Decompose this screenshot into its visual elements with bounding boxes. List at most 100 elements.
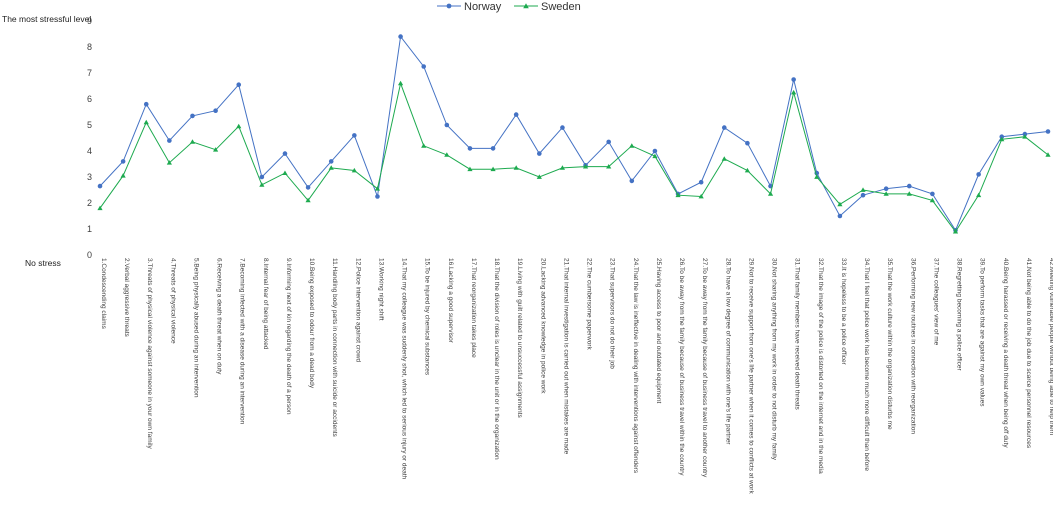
x-tick-label: 30.Not sharing anything from my work in … bbox=[771, 258, 778, 461]
data-point-sweden bbox=[490, 166, 496, 172]
x-tick-label: 35.That the work culture within the orga… bbox=[886, 258, 893, 430]
data-point-sweden bbox=[952, 229, 959, 234]
data-point-sweden bbox=[189, 139, 196, 144]
data-point-sweden bbox=[698, 193, 704, 199]
series-norway bbox=[97, 34, 1051, 233]
x-tick-label: 9.Informing next of kin regarding the de… bbox=[285, 258, 292, 415]
data-point-sweden bbox=[606, 164, 612, 169]
series-line-sweden bbox=[99, 81, 1049, 233]
data-point-norway bbox=[167, 138, 172, 143]
x-tick-label: 14.That my colleague was suddenly shot, … bbox=[401, 258, 408, 480]
x-tick-label: 41.Not being able to do the job due to s… bbox=[1025, 258, 1032, 449]
data-point-norway bbox=[513, 112, 519, 117]
x-tick-label: 28.To have a low degree of communication… bbox=[724, 258, 731, 445]
data-point-sweden bbox=[744, 167, 751, 173]
y-bottom-label: No stress bbox=[25, 258, 61, 268]
data-point-norway bbox=[120, 159, 126, 164]
data-point-sweden bbox=[397, 80, 404, 86]
y-tick-label: 7 bbox=[87, 68, 92, 78]
data-point-norway bbox=[930, 191, 935, 197]
data-point-norway bbox=[352, 133, 357, 138]
x-tick-label: 39.To perform tasks that are against my … bbox=[979, 258, 986, 407]
x-tick-label: 24.That the law is ineffective in dealin… bbox=[632, 258, 639, 474]
data-point-sweden bbox=[652, 153, 658, 159]
data-point-norway bbox=[883, 186, 889, 191]
data-point-norway bbox=[698, 179, 704, 185]
data-point-sweden bbox=[421, 143, 427, 148]
y-tick-label: 6 bbox=[87, 94, 92, 104]
data-point-sweden bbox=[120, 173, 126, 178]
data-point-norway bbox=[721, 125, 727, 130]
data-point-sweden bbox=[1045, 152, 1051, 157]
data-point-norway bbox=[791, 77, 796, 82]
x-tick-label: 3.Threats of physical violence against s… bbox=[146, 258, 153, 450]
x-tick-label: 15.To be injured by chemical substances bbox=[424, 258, 431, 376]
data-point-norway bbox=[97, 183, 103, 189]
data-point-norway bbox=[213, 108, 218, 113]
x-tick-label: 29.Not to receive support from one's lif… bbox=[747, 258, 754, 494]
x-tick-label: 18.That the division of roles is unclear… bbox=[493, 258, 500, 460]
series-sweden bbox=[97, 80, 1051, 234]
data-point-norway bbox=[190, 113, 195, 119]
x-tick-label: 25.Having access to poor and outdated eq… bbox=[655, 258, 662, 403]
x-tick-label: 36.Performing new routines in connection… bbox=[909, 258, 916, 434]
x-tick-label: 17.That reorganization takes place bbox=[470, 258, 477, 358]
x-tick-label: 32.That the image of the police is disto… bbox=[817, 258, 824, 474]
data-point-sweden bbox=[906, 191, 912, 196]
data-point-norway bbox=[745, 140, 750, 146]
data-point-sweden bbox=[883, 191, 889, 196]
y-tick-label: 4 bbox=[87, 146, 92, 156]
legend-item-sweden[interactable]: Sweden bbox=[514, 1, 581, 13]
data-point-norway bbox=[652, 148, 658, 154]
data-point-sweden bbox=[467, 166, 473, 172]
x-tick-label: 42.Meeting vulnerable people without bei… bbox=[1048, 258, 1053, 435]
data-point-sweden bbox=[536, 174, 542, 179]
data-point-sweden bbox=[929, 197, 935, 203]
data-point-sweden bbox=[791, 89, 797, 95]
legend-item-norway[interactable]: Norway bbox=[437, 1, 502, 13]
y-tick-label: 0 bbox=[87, 250, 92, 260]
data-point-norway bbox=[398, 34, 403, 39]
x-tick-label: 8.Internal fear of being attacked bbox=[262, 258, 269, 350]
data-point-norway bbox=[328, 159, 334, 164]
data-point-sweden bbox=[259, 182, 265, 187]
data-point-sweden bbox=[559, 165, 566, 170]
data-point-norway bbox=[282, 151, 288, 156]
x-tick-label: 21.That internal investigation is carrie… bbox=[562, 258, 569, 455]
data-point-sweden bbox=[629, 143, 635, 148]
data-point-norway bbox=[906, 183, 912, 189]
data-point-norway bbox=[236, 82, 242, 87]
x-tick-label: 5.Being physically abused during an inte… bbox=[192, 258, 199, 398]
data-point-norway bbox=[537, 151, 542, 156]
x-tick-label: 31.That family members have received dea… bbox=[794, 258, 801, 410]
data-point-norway bbox=[606, 139, 611, 145]
y-tick-label: 8 bbox=[87, 42, 92, 52]
data-point-sweden bbox=[513, 165, 519, 170]
x-tick-label: 37.The colleagues' view of me bbox=[932, 258, 939, 346]
data-point-norway bbox=[837, 213, 843, 219]
x-tick-label: 2.Verbal aggressive threats bbox=[123, 258, 130, 338]
x-tick-label: 22.The cumbersome paperwork bbox=[586, 258, 593, 351]
data-point-sweden bbox=[143, 119, 149, 125]
data-point-norway bbox=[305, 185, 311, 190]
data-point-sweden bbox=[236, 123, 242, 129]
data-point-sweden bbox=[97, 205, 103, 211]
x-tick-label: 10.Being exposed to odour from a dead bo… bbox=[308, 258, 315, 389]
y-tick-label: 9 bbox=[87, 16, 92, 26]
x-tick-label: 40.Being harassed or receiving a death t… bbox=[1002, 258, 1009, 448]
data-point-norway bbox=[259, 174, 265, 180]
x-tick-label: 38.Regretting becoming a police officer bbox=[956, 258, 963, 371]
data-point-norway bbox=[467, 146, 473, 151]
x-tick-label: 19.Living with guilt related to unsucces… bbox=[516, 258, 523, 418]
x-tick-label: 23.That supervisors do not do their job bbox=[609, 258, 616, 369]
data-point-sweden bbox=[374, 186, 381, 191]
x-axis: 1.Condescending claims 2.Verbal aggressiv… bbox=[100, 258, 1053, 494]
data-point-norway bbox=[143, 101, 149, 107]
x-tick-label: 27.To be away from the family because of… bbox=[701, 258, 708, 478]
x-tick-label: 7.Becoming infected with a disease durin… bbox=[239, 258, 246, 425]
data-point-sweden bbox=[675, 192, 681, 198]
legend-label-sweden: Sweden bbox=[541, 1, 581, 13]
legend: Norway Sweden bbox=[437, 1, 581, 13]
y-tick-label: 5 bbox=[87, 120, 92, 130]
